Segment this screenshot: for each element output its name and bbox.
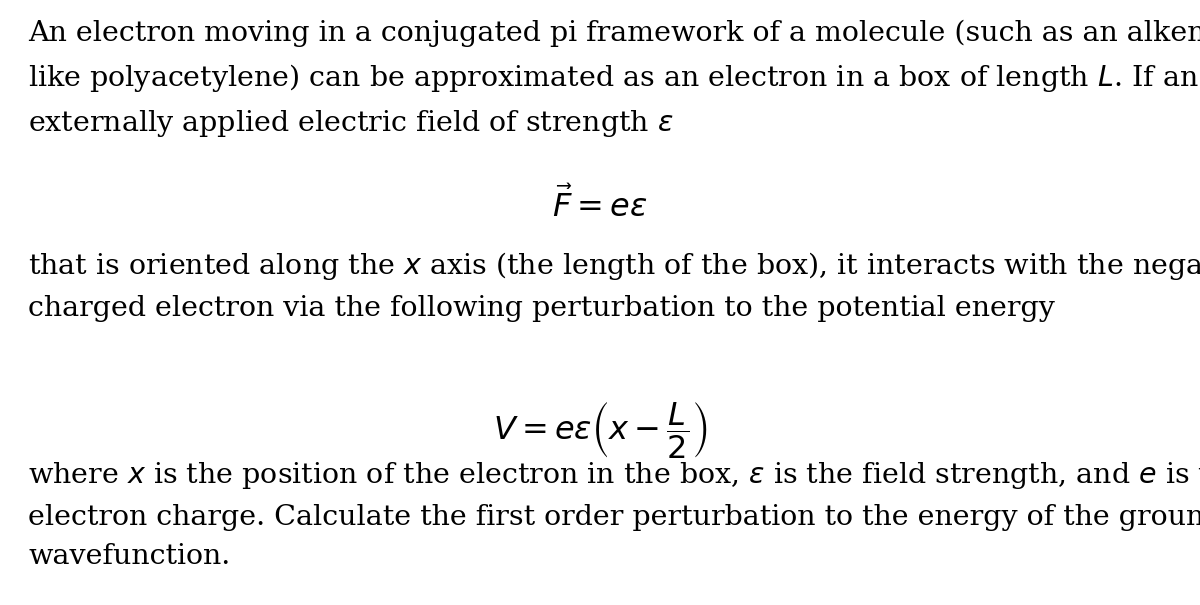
- Text: that is oriented along the $x$ axis (the length of the box), it interacts with t: that is oriented along the $x$ axis (the…: [28, 250, 1200, 322]
- Text: An electron moving in a conjugated pi framework of a molecule (such as an alkene: An electron moving in a conjugated pi fr…: [28, 20, 1200, 139]
- Text: $\vec{F} = e\epsilon$: $\vec{F} = e\epsilon$: [552, 187, 648, 224]
- Text: where $x$ is the position of the electron in the box, $\epsilon$ is the field st: where $x$ is the position of the electro…: [28, 460, 1200, 570]
- Text: $V = e\epsilon\left(x - \dfrac{L}{2}\right)$: $V = e\epsilon\left(x - \dfrac{L}{2}\rig…: [493, 400, 707, 460]
